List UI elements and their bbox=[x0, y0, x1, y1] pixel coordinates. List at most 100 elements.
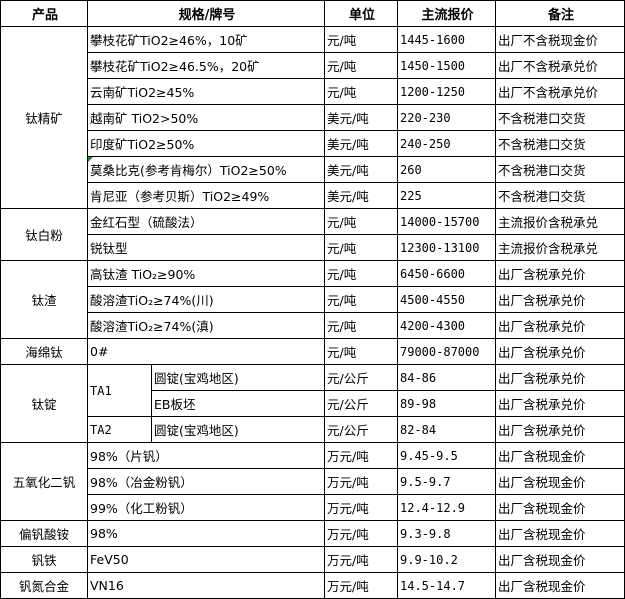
header-price: 主流报价 bbox=[397, 0, 496, 27]
table-row: 偏钒酸铵 98% 万元/吨 9.3-9.8 出厂含税现金价 bbox=[0, 520, 625, 547]
price-cell: 79000-87000 bbox=[397, 338, 496, 365]
spec-cell: 98%（冶金粉钒） bbox=[87, 468, 325, 495]
unit-cell: 元/公斤 bbox=[324, 416, 398, 443]
note-cell: 出厂含税承兑价 bbox=[495, 260, 625, 287]
unit-cell: 元/吨 bbox=[324, 312, 398, 339]
unit-cell: 万元/吨 bbox=[324, 520, 398, 547]
price-cell: 6450-6600 bbox=[397, 260, 496, 287]
table-row: EB板坯 元/公斤 89-98 出厂含税承兑价 bbox=[1, 390, 625, 417]
note-cell: 不含税港口交货 bbox=[495, 156, 625, 183]
spec-cell: 高钛渣 TiO₂≥90% bbox=[87, 260, 325, 287]
note-cell: 出厂含税现金价 bbox=[495, 572, 625, 599]
product-cell: 钛渣 bbox=[0, 260, 88, 339]
price-cell: 9.9-10.2 bbox=[397, 546, 496, 573]
spec-text: 印度矿TiO2≥50% bbox=[90, 137, 195, 152]
price-cell: 14.5-14.7 bbox=[397, 572, 496, 599]
note-cell: 出厂含税现金价 bbox=[495, 546, 625, 573]
spec-text: 云南矿TiO2≥45% bbox=[90, 85, 195, 100]
table-row: 钛白粉 金红石型（硫酸法） 元/吨 14000-15700 主流报价含税承兑 bbox=[0, 208, 625, 261]
unit-cell: 元/吨 bbox=[324, 208, 398, 235]
price-cell: 4500-4550 bbox=[397, 286, 496, 313]
table-row: TA2 圆锭(宝鸡地区) 元/公斤 82-84 出厂含税承兑价 bbox=[1, 416, 625, 443]
note-cell: 出厂含税承兑价 bbox=[495, 312, 625, 339]
spec-text: 98%（冶金粉钒） bbox=[90, 475, 193, 490]
price-cell: 220-230 bbox=[397, 104, 496, 131]
spec-text: 0# bbox=[90, 344, 109, 359]
header-row: 产品 规格/牌号 单位 主流报价 备注 bbox=[0, 0, 625, 27]
spec-cell: 99%（化工粉钒） bbox=[87, 494, 325, 521]
price-cell: 12300-13100 bbox=[397, 234, 496, 261]
price-cell: 240-250 bbox=[397, 130, 496, 157]
table-row: 攀枝花矿TiO2≥46.5%，20矿 元/吨 1450-1500 出厂不含税承兑价 bbox=[1, 52, 625, 79]
table-row: 钛锭 TA1 圆锭(宝鸡地区) 元/公斤 84-86 出厂含税承兑价 bbox=[0, 364, 625, 443]
unit-cell: 元/公斤 bbox=[324, 364, 398, 391]
unit-cell: 元/公斤 bbox=[324, 390, 398, 417]
spec-cell: 圆锭(宝鸡地区) bbox=[151, 416, 325, 443]
table-row: 钒铁 FeV50 万元/吨 9.9-10.2 出厂含税现金价 bbox=[0, 546, 625, 573]
price-cell: 260 bbox=[397, 156, 496, 183]
unit-cell: 美元/吨 bbox=[324, 104, 398, 131]
price-cell: 12.4-12.9 bbox=[397, 494, 496, 521]
product-cell: 偏钒酸铵 bbox=[0, 520, 88, 547]
spec-text: FeV50 bbox=[90, 552, 129, 567]
price-cell: 89-98 bbox=[397, 390, 496, 417]
note-cell: 出厂不含税承兑价 bbox=[495, 78, 625, 105]
spec-text: 酸溶渣TiO₂≥74%(川) bbox=[90, 293, 214, 308]
note-cell: 出厂不含税现金价 bbox=[495, 26, 625, 53]
table-row: 肯尼亚（参考贝斯）TiO2≥49% 美元/吨 225 不含税港口交货 bbox=[1, 182, 625, 209]
price-cell: 4200-4300 bbox=[397, 312, 496, 339]
table-row: 锐钛型 元/吨 12300-13100 主流报价含税承兑 bbox=[1, 234, 625, 261]
price-cell: 1445-1600 bbox=[397, 26, 496, 53]
grade-cell: TA2 bbox=[87, 416, 152, 443]
grade-cell: TA1 bbox=[87, 364, 152, 417]
table-row: 酸溶渣TiO₂≥74%(滇) 元/吨 4200-4300 出厂含税承兑价 bbox=[1, 312, 625, 339]
table-row: 钒氮合金 VN16 万元/吨 14.5-14.7 出厂含税现金价 bbox=[0, 572, 625, 599]
unit-cell: 元/吨 bbox=[324, 78, 398, 105]
note-cell: 出厂含税承兑价 bbox=[495, 416, 625, 443]
spec-cell: 锐钛型 bbox=[87, 234, 325, 261]
spec-cell: 攀枝花矿TiO2≥46%，10矿 bbox=[87, 26, 325, 53]
spec-cell: 0# bbox=[87, 338, 325, 365]
product-cell: 钒铁 bbox=[0, 546, 88, 573]
table-row: 印度矿TiO2≥50% 美元/吨 240-250 不含税港口交货 bbox=[1, 130, 625, 157]
spec-cell: 金红石型（硫酸法） bbox=[87, 208, 325, 235]
spec-cell: 酸溶渣TiO₂≥74%(川) bbox=[87, 286, 325, 313]
spec-text: 攀枝花矿TiO2≥46%，10矿 bbox=[90, 33, 248, 48]
table-row: 钛精矿 攀枝花矿TiO2≥46%，10矿 元/吨 1445-1600 出厂不含税现金价 bbox=[0, 26, 625, 209]
header-note: 备注 bbox=[495, 0, 625, 27]
spec-text: VN16 bbox=[90, 578, 124, 593]
table-row: 海绵钛 0# 元/吨 79000-87000 出厂含税承兑价 bbox=[0, 338, 625, 365]
unit-cell: 元/吨 bbox=[324, 260, 398, 287]
note-cell: 出厂含税现金价 bbox=[495, 468, 625, 495]
unit-cell: 万元/吨 bbox=[324, 494, 398, 521]
unit-cell: 万元/吨 bbox=[324, 572, 398, 599]
table-row: 越南矿 TiO2>50% 美元/吨 220-230 不含税港口交货 bbox=[1, 104, 625, 131]
spec-text: 越南矿 TiO2>50% bbox=[90, 111, 199, 126]
spec-cell: 莫桑比克(参考肯梅尔）TiO2≥50% bbox=[87, 156, 325, 183]
spec-text: 肯尼亚（参考贝斯）TiO2≥49% bbox=[90, 189, 270, 204]
spec-text: 酸溶渣TiO₂≥74%(滇) bbox=[90, 319, 214, 334]
unit-cell: 元/吨 bbox=[324, 234, 398, 261]
unit-cell: 元/吨 bbox=[324, 286, 398, 313]
spec-text: 锐钛型 bbox=[90, 241, 128, 256]
header-unit: 单位 bbox=[324, 0, 398, 27]
spec-text: 攀枝花矿TiO2≥46.5%，20矿 bbox=[90, 59, 260, 74]
spec-cell: 酸溶渣TiO₂≥74%(滇) bbox=[87, 312, 325, 339]
table-row: 99%（化工粉钒） 万元/吨 12.4-12.9 出厂含税现金价 bbox=[1, 494, 625, 521]
product-cell: 钛白粉 bbox=[0, 208, 88, 261]
product-cell: 钛精矿 bbox=[0, 26, 88, 209]
price-cell: 82-84 bbox=[397, 416, 496, 443]
note-cell: 不含税港口交货 bbox=[495, 182, 625, 209]
table-row: 云南矿TiO2≥45% 元/吨 1200-1250 出厂不含税承兑价 bbox=[1, 78, 625, 105]
header-spec: 规格/牌号 bbox=[87, 0, 325, 27]
spec-cell: 98% bbox=[87, 520, 325, 547]
unit-cell: 万元/吨 bbox=[324, 546, 398, 573]
note-cell: 出厂含税承兑价 bbox=[495, 364, 625, 391]
price-cell: 84-86 bbox=[397, 364, 496, 391]
spec-text: 99%（化工粉钒） bbox=[90, 501, 193, 516]
price-cell: 9.45-9.5 bbox=[397, 442, 496, 469]
spec-cell: 云南矿TiO2≥45% bbox=[87, 78, 325, 105]
note-cell: 出厂含税承兑价 bbox=[495, 390, 625, 417]
unit-cell: 元/吨 bbox=[324, 52, 398, 79]
